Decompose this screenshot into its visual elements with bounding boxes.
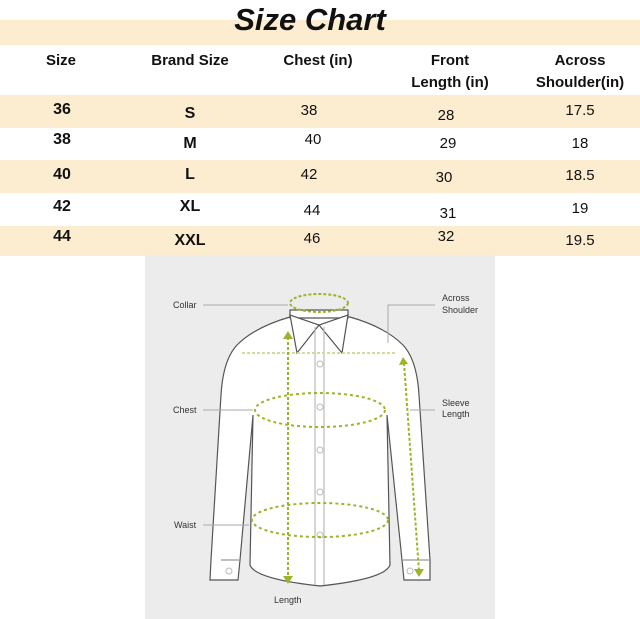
- cell-size: 44: [53, 228, 71, 245]
- header-front-line2: Length (in): [411, 74, 489, 91]
- label-leader-lines: [203, 304, 435, 526]
- cell-brand: XL: [179, 198, 201, 215]
- cell-size: 38: [53, 131, 71, 148]
- cell-front: 31: [439, 205, 457, 222]
- label-across-shoulder-2: Shoulder: [442, 305, 478, 315]
- title-top-strip: [0, 0, 632, 20]
- label-sleeve-length-2: Length: [442, 409, 470, 419]
- page-title: Size Chart: [234, 2, 386, 37]
- cell-chest: 46: [303, 230, 321, 247]
- table-row: 36 S 38 28 17.5: [0, 95, 640, 128]
- cell-shoulder: 19.5: [565, 232, 595, 249]
- cell-shoulder: 19: [571, 200, 589, 217]
- cell-chest: 42: [300, 166, 318, 183]
- cell-front: 30: [435, 169, 453, 186]
- cell-brand: S: [184, 105, 196, 122]
- arrow-icons: [283, 331, 424, 584]
- header-size: Size: [45, 52, 77, 69]
- cell-size: 42: [53, 198, 71, 215]
- table-row: 38 M 40 29 18: [0, 128, 640, 160]
- header-across-line1: Across: [554, 52, 606, 69]
- header-front-line1: Front: [430, 52, 470, 69]
- cell-brand: L: [185, 166, 195, 183]
- table-header: Size Brand Size Chest (in) Front Length (…: [0, 48, 640, 95]
- cell-shoulder: 18.5: [565, 167, 595, 184]
- table-row: 42 XL 44 31 19: [0, 193, 640, 226]
- cell-front: 28: [437, 107, 455, 124]
- table-row: 44 XXL 46 32 19.5: [0, 226, 640, 256]
- cell-shoulder: 17.5: [565, 102, 595, 119]
- header-brand-size: Brand Size: [151, 52, 229, 69]
- label-length: Length: [274, 595, 302, 605]
- label-sleeve-length-1: Sleeve: [442, 398, 470, 408]
- cell-brand: XXL: [174, 232, 206, 249]
- cell-size: 36: [53, 101, 71, 118]
- cell-brand: M: [183, 135, 197, 152]
- cell-front: 32: [437, 228, 455, 245]
- shirt-measurement-diagram: Collar Across Shoulder Chest Sleeve Leng…: [145, 255, 495, 619]
- measure-lines: [242, 293, 420, 578]
- cell-shoulder: 18: [571, 135, 589, 152]
- cell-chest: 44: [303, 202, 321, 219]
- title-band: [0, 20, 640, 45]
- cell-front: 29: [439, 135, 457, 152]
- header-across-shoulder: Across Shoulder(in): [536, 50, 624, 94]
- label-chest: Chest: [173, 405, 197, 415]
- label-collar: Collar: [173, 300, 197, 310]
- cell-chest: 38: [300, 102, 318, 119]
- table-row: 40 L 42 30 18.5: [0, 160, 640, 193]
- shirt-illustration: Collar Across Shoulder Chest Sleeve Leng…: [173, 293, 478, 605]
- label-across-shoulder-1: Across: [442, 293, 470, 303]
- cell-size: 40: [53, 166, 71, 183]
- header-chest: Chest (in): [283, 52, 353, 69]
- header-front-length: Front Length (in): [411, 50, 488, 94]
- label-waist: Waist: [174, 520, 197, 530]
- cell-chest: 40: [304, 131, 322, 148]
- header-across-line2: Shoulder(in): [535, 74, 625, 91]
- button-icons: [225, 360, 414, 575]
